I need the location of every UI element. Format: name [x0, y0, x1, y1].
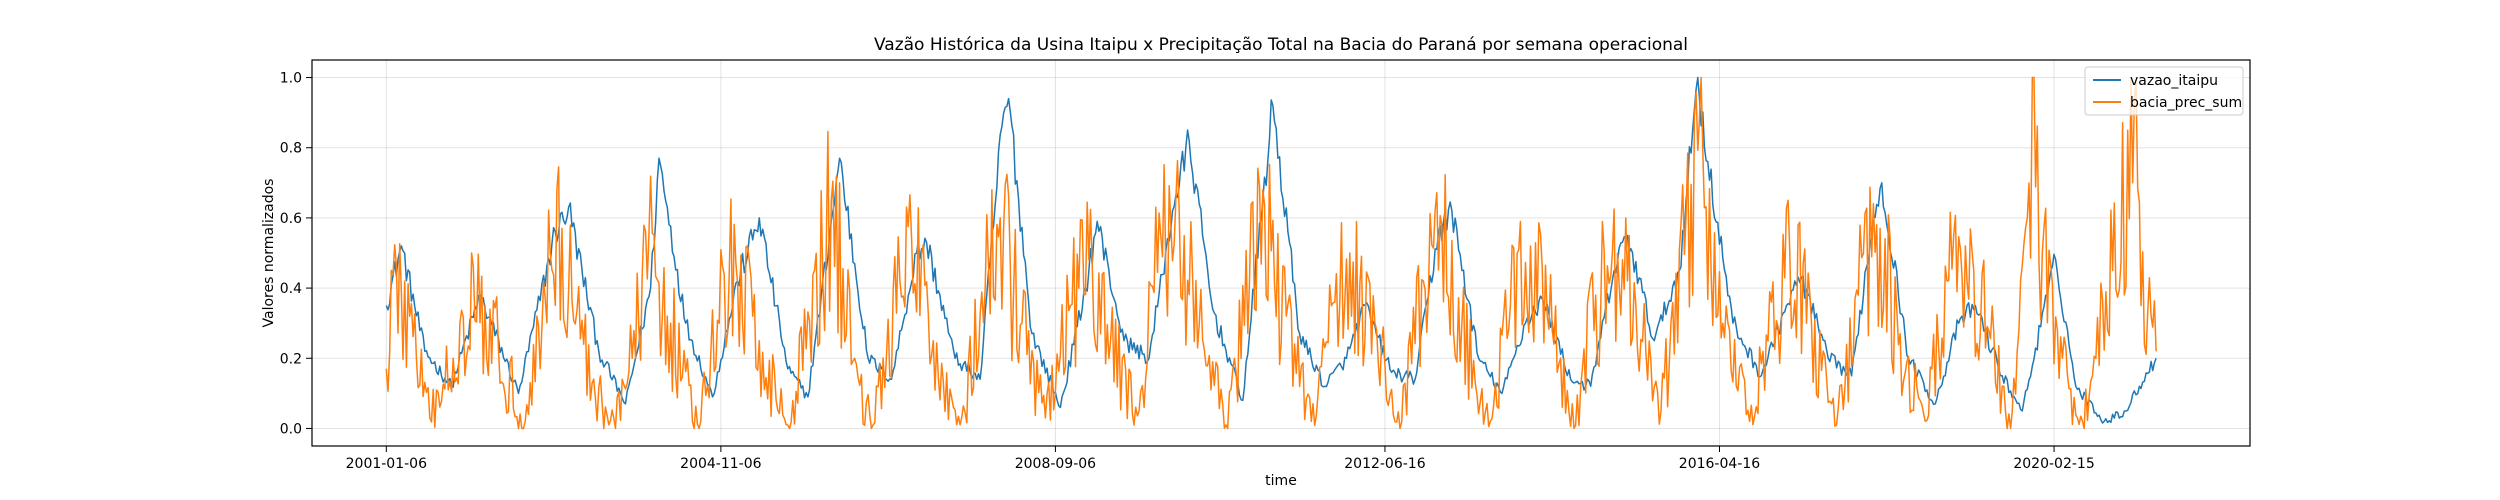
legend: vazao_itaipu bacia_prec_sum: [2084, 66, 2244, 116]
y-tick-label: 0.0: [280, 421, 302, 437]
x-tick-label: 2001-01-06: [346, 456, 427, 472]
plot-frame: [311, 59, 2251, 447]
y-tick-label: 0.8: [280, 141, 302, 157]
x-axis-label: time: [1265, 473, 1297, 489]
x-tick-label: 2008-09-06: [1015, 456, 1096, 472]
legend-label-bacia-prec-sum: bacia_prec_sum: [2130, 95, 2242, 111]
legend-label-vazao-itaipu: vazao_itaipu: [2130, 73, 2218, 89]
y-tick-label: 0.6: [280, 211, 302, 227]
series-layer: [385, 76, 2157, 430]
x-tick-label: 2004-11-06: [680, 456, 761, 472]
series-line-vazao-itaipu: [385, 76, 2157, 424]
x-tick-label: 2020-02-15: [2013, 456, 2094, 472]
chart-title: Vazão Histórica da Usina Itaipu x Precip…: [874, 35, 1688, 55]
axis-ticks: 0.0 0.2 0.4 0.6 0.8 1.0 2001-01-06 2004-11-06 20…: [280, 71, 2095, 472]
y-tick-label: 0.2: [280, 351, 302, 367]
x-tick-label: 2016-04-16: [1679, 456, 1760, 472]
series-line-bacia-prec-sum: [385, 76, 2157, 430]
x-tick-label: 2012-06-16: [1344, 456, 1425, 472]
y-axis-label: Valores normalizados: [261, 179, 277, 328]
grid: [312, 60, 2250, 446]
y-tick-label: 1.0: [280, 71, 302, 87]
legend-box: [2084, 66, 2244, 116]
y-tick-label: 0.4: [280, 281, 302, 297]
